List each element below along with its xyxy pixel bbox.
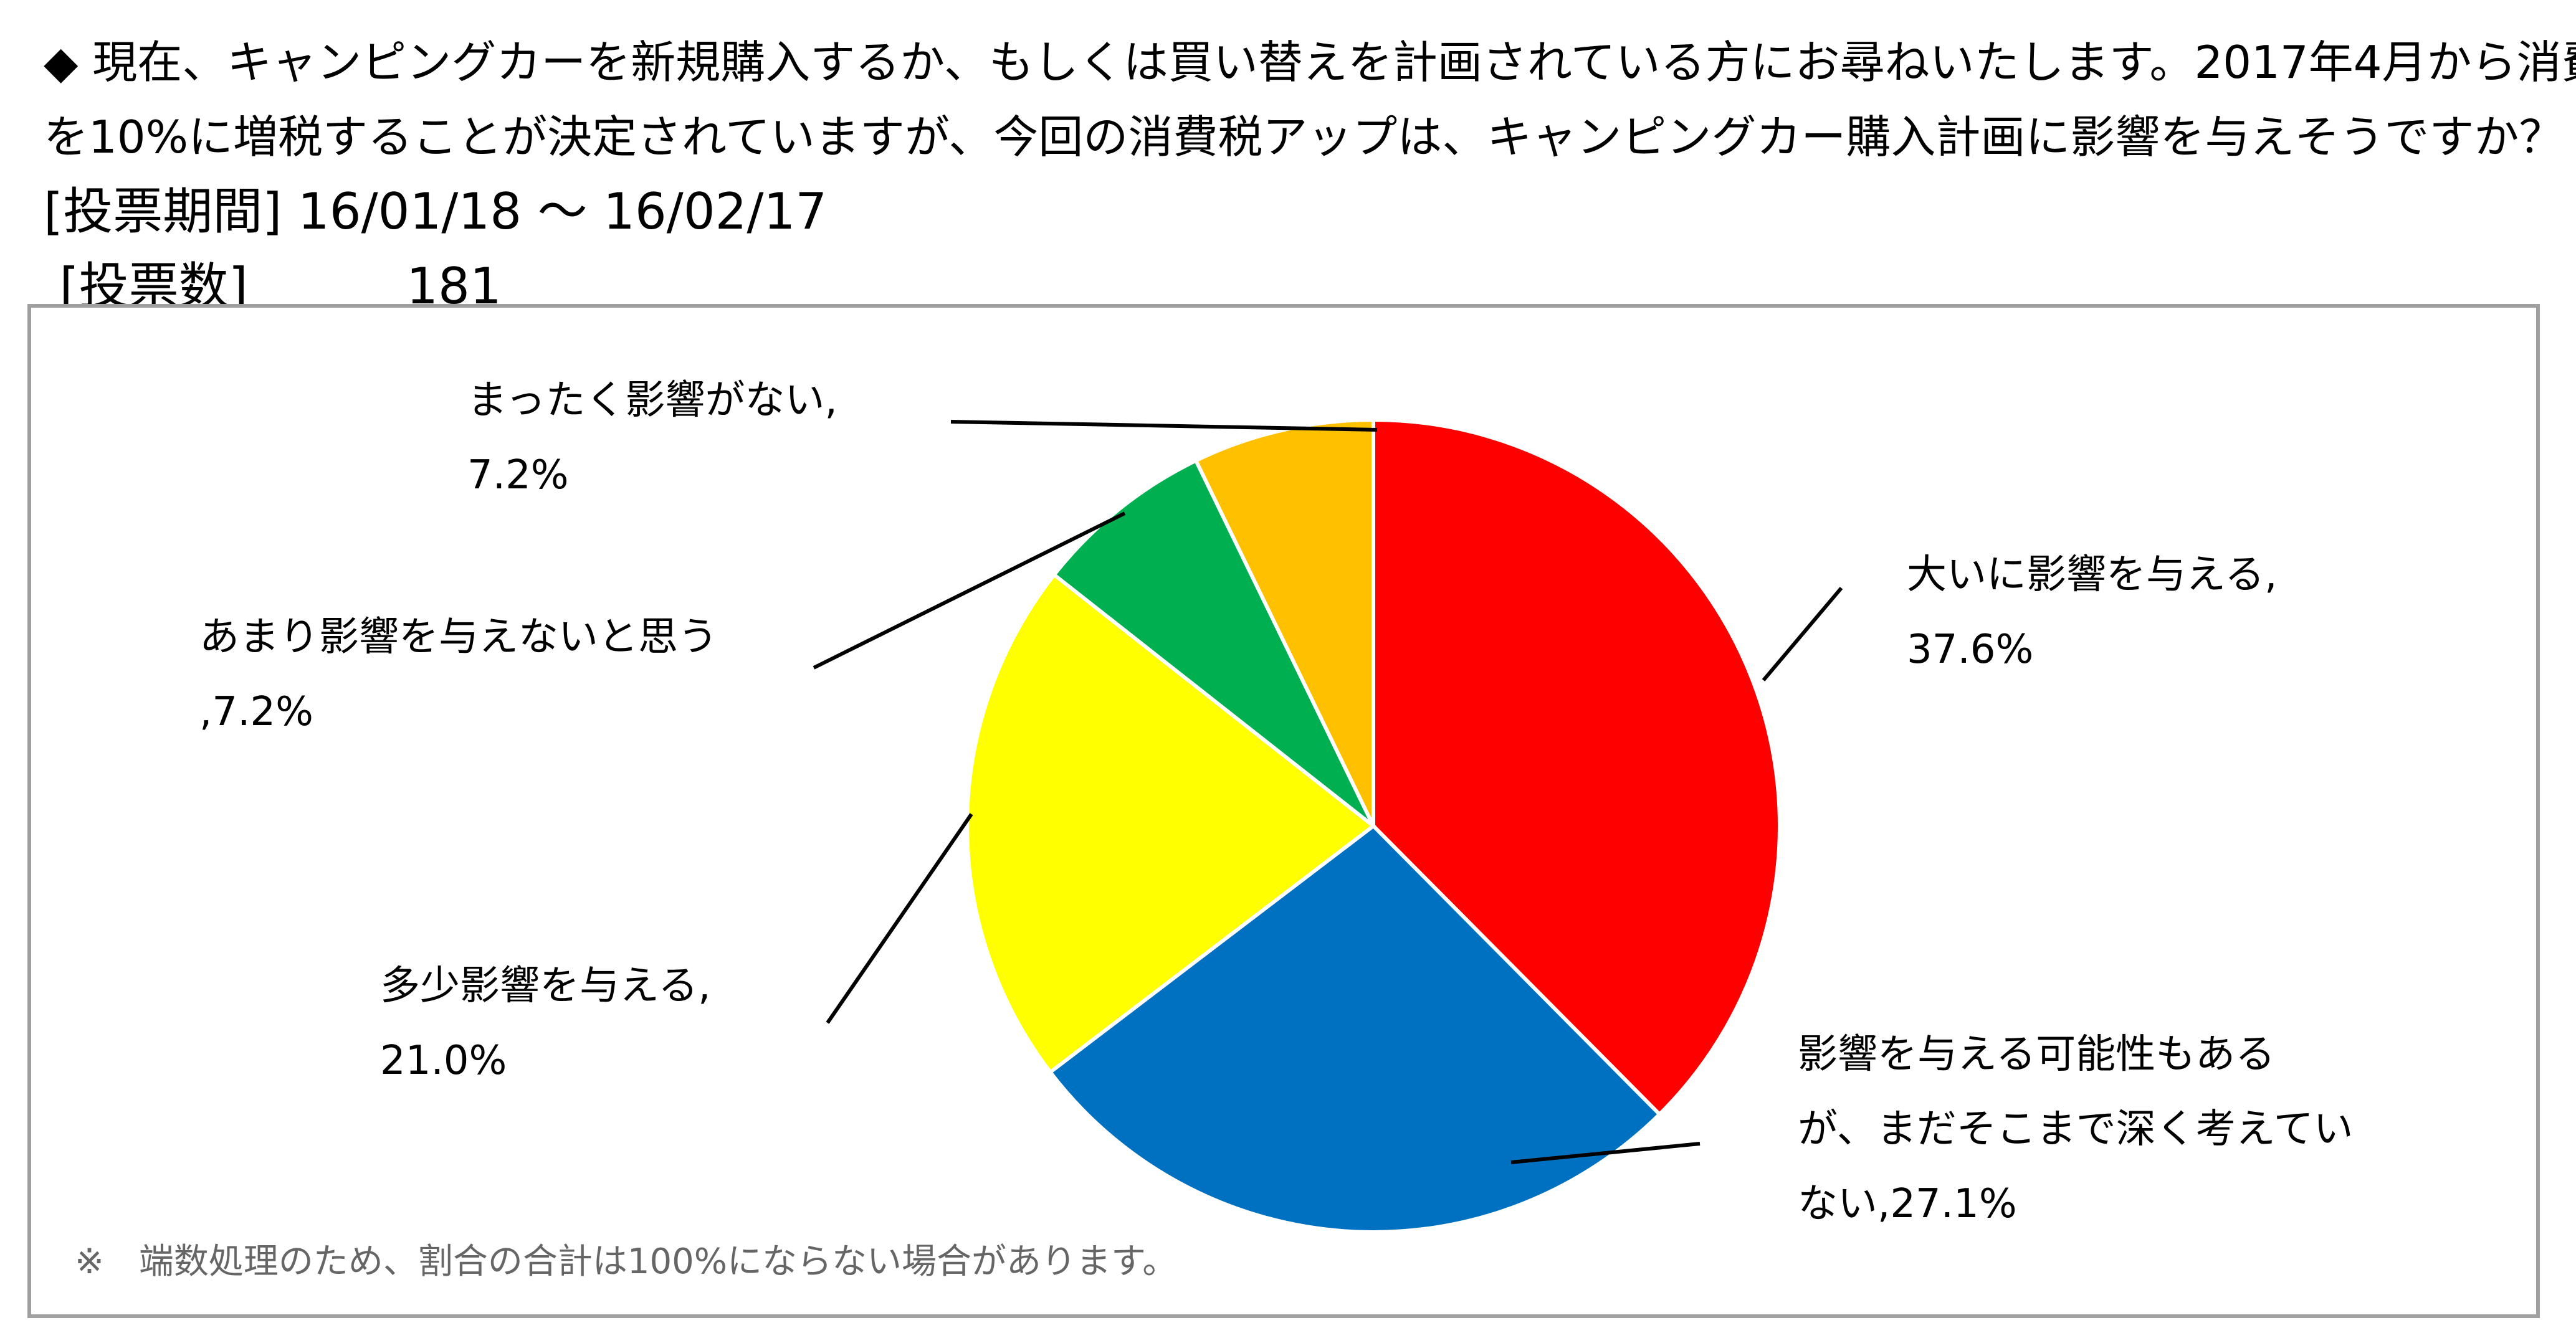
slice-labels: 大いに影響を与える, 37.6% 影響を与える可能性もあるが、まだそこまで深く考えて… [199,377,2354,1227]
slice-label-1: 大いに影響を与える, 37.6% [1907,552,2277,673]
slice-label-line: ない,27.1% [1798,1181,2017,1227]
pie-slice-5 [1193,417,1375,827]
voting-period-value: 16/01/18 ～ 16/02/17 [297,183,828,240]
leader-line-2 [1510,1142,1701,1164]
pie-slice-1 [1371,417,1782,1117]
question-text-line-2: を10%に増税することが決定されていますが、今回の消費税アップは、キャンピングカ… [44,111,2564,163]
slice-label-line: が、まだそこまで深く考えてい [1798,1106,2354,1152]
slice-label-line: 多少影響を与える, [380,963,710,1009]
slice-label-line: ,7.2% [199,689,313,735]
leader-line-5 [950,420,1378,432]
rounding-note: ※ 端数処理のため、割合の合計は100%にならない場合があります。 [75,1241,1177,1282]
leader-line-3 [826,813,973,1024]
leader-line-1 [1762,587,1843,681]
slice-label-5: まったく影響がない, 7.2% [467,377,837,498]
pie-slice-4 [1051,458,1375,828]
voting-period-label: [投票期間] [44,183,282,240]
slice-label-2: 影響を与える可能性もあるが、まだそこまで深く考えていない,27.1% [1798,1032,2354,1227]
question-text-line-1: ◆ 現在、キャンピングカーを新規購入するか、もしくは買い替えを計画されている方に… [44,36,2576,88]
leader-line-4 [813,511,1126,670]
slice-label-line: 大いに影響を与える, [1907,552,2277,598]
chart-header: ◆ 現在、キャンピングカーを新規購入するか、もしくは買い替えを計画されている方に… [44,25,2576,324]
chart-area: 大いに影響を与える, 37.6% 影響を与える可能性もあるが、まだそこまで深く考えて… [27,304,2540,1318]
slice-label-line: 影響を与える可能性もある [1798,1032,2275,1078]
slice-label-3: 多少影響を与える, 21.0% [380,963,710,1084]
leader-lines [813,420,1843,1164]
voting-period: [投票期間] 16/01/18 ～ 16/02/17 [44,174,2561,249]
slice-label-line: 37.6% [1907,627,2033,673]
slice-label-line: 7.2% [467,452,569,498]
pie-chart: 大いに影響を与える, 37.6% 影響を与える可能性もあるが、まだそこまで深く考えて… [75,377,2354,1282]
pie-slices [965,417,1782,1234]
slice-label-line: あまり影響を与えないと思う [199,614,718,660]
slice-label-line: まったく影響がない, [467,377,837,424]
pie-slice-2 [1047,823,1662,1234]
slice-label-4: あまり影響を与えないと思う ,7.2% [199,614,718,735]
slice-label-line: 21.0% [380,1038,507,1084]
